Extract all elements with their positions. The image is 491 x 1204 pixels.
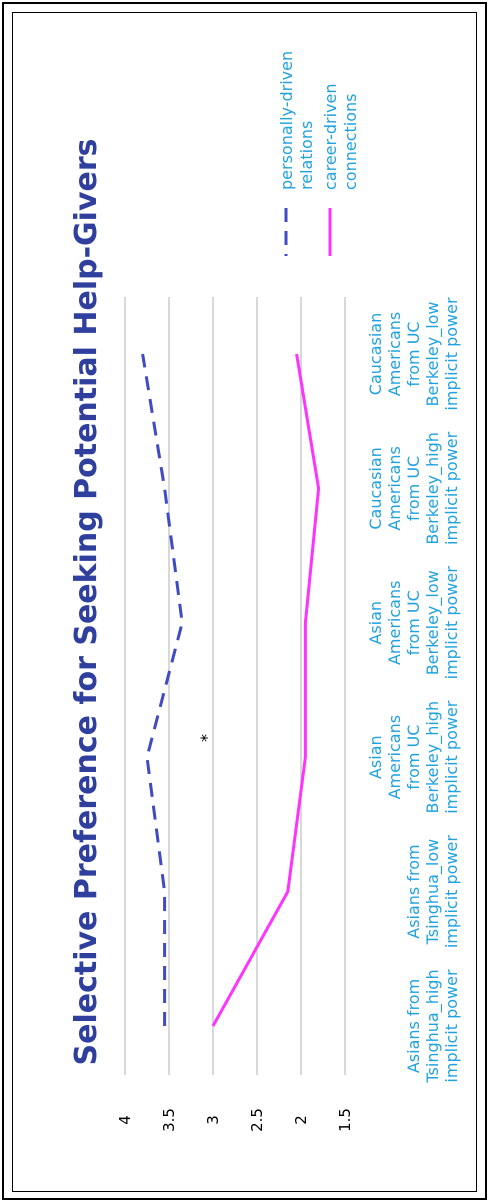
chart-title: Selective Preference for Seeking Potenti… xyxy=(69,138,104,1065)
legend-label: personally-driven xyxy=(277,51,296,190)
category-label-line: implicit power xyxy=(442,835,461,949)
category-label-line: Americans xyxy=(385,581,404,665)
category-label-line: implicit power xyxy=(442,566,461,680)
y-tick-label: 2.5 xyxy=(248,1108,266,1132)
category-label-line: implicit power xyxy=(442,297,461,411)
legend-label: relations xyxy=(297,121,316,190)
category-label-line: Berkeley_high xyxy=(423,701,443,814)
y-tick-label: 2 xyxy=(292,1115,310,1125)
category-label: Caucasian Americans from UC Berkeley_high im… xyxy=(366,431,461,545)
category-label-line: Asian xyxy=(366,601,385,645)
y-tick-label: 3.5 xyxy=(160,1108,178,1132)
legend-label: connections xyxy=(341,94,360,191)
x-axis-categories: Asians from Tsinghua_high implicit powerAs… xyxy=(366,297,461,1084)
y-tick-label: 4 xyxy=(116,1115,134,1125)
legend: personally-driven relations career-driven c… xyxy=(277,51,360,256)
category-label-line: implicit power xyxy=(442,431,461,545)
category-label-line: Tsinghua_low xyxy=(423,839,443,946)
category-label-line: from UC xyxy=(404,321,423,386)
legend-label: career-driven xyxy=(321,84,340,190)
category-label-line: implicit power xyxy=(442,700,461,814)
category-label: Asians from Tsinghua_low implicit power xyxy=(404,835,461,949)
gridlines xyxy=(124,297,346,1075)
series-lines xyxy=(141,353,321,1027)
y-axis-ticks: 4 3.5 3 2.5 2 1.5 xyxy=(116,1108,354,1132)
category-label: Asian Americans from UC Berkeley_low implici… xyxy=(366,566,461,680)
category-label: Asians from Tsinghua_high implicit power xyxy=(404,969,461,1084)
category-label-line: Berkeley_low xyxy=(423,301,443,406)
category-label-line: Caucasian xyxy=(366,447,385,529)
category-label-line: Tsinghua_high xyxy=(423,969,443,1083)
series-line-career-driven xyxy=(211,353,321,1027)
category-label: Caucasian Americans from UC Berkeley_low imp… xyxy=(366,297,461,411)
series-line-personally-driven xyxy=(141,353,184,1026)
category-label-line: Berkeley_high xyxy=(423,432,443,545)
category-label-line: Asians from xyxy=(404,979,423,1073)
category-label: Asian Americans from UC Berkeley_high implic… xyxy=(366,700,461,814)
category-label-line: from UC xyxy=(404,725,423,790)
significance-star: * xyxy=(197,734,216,742)
category-label-line: Berkeley_low xyxy=(423,570,443,675)
category-label-line: Asians from xyxy=(404,844,423,938)
inner-border xyxy=(12,12,477,1192)
category-label-line: Asian xyxy=(366,735,385,779)
category-label-line: Americans xyxy=(385,312,404,396)
category-label-line: Americans xyxy=(385,715,404,799)
category-label-line: Caucasian xyxy=(366,313,385,395)
category-label-line: implicit power xyxy=(442,969,461,1083)
y-tick-label: 1.5 xyxy=(336,1108,354,1132)
y-tick-label: 3 xyxy=(204,1115,222,1125)
category-label-line: from UC xyxy=(404,590,423,655)
category-label-line: from UC xyxy=(404,456,423,521)
category-label-line: Americans xyxy=(385,446,404,530)
